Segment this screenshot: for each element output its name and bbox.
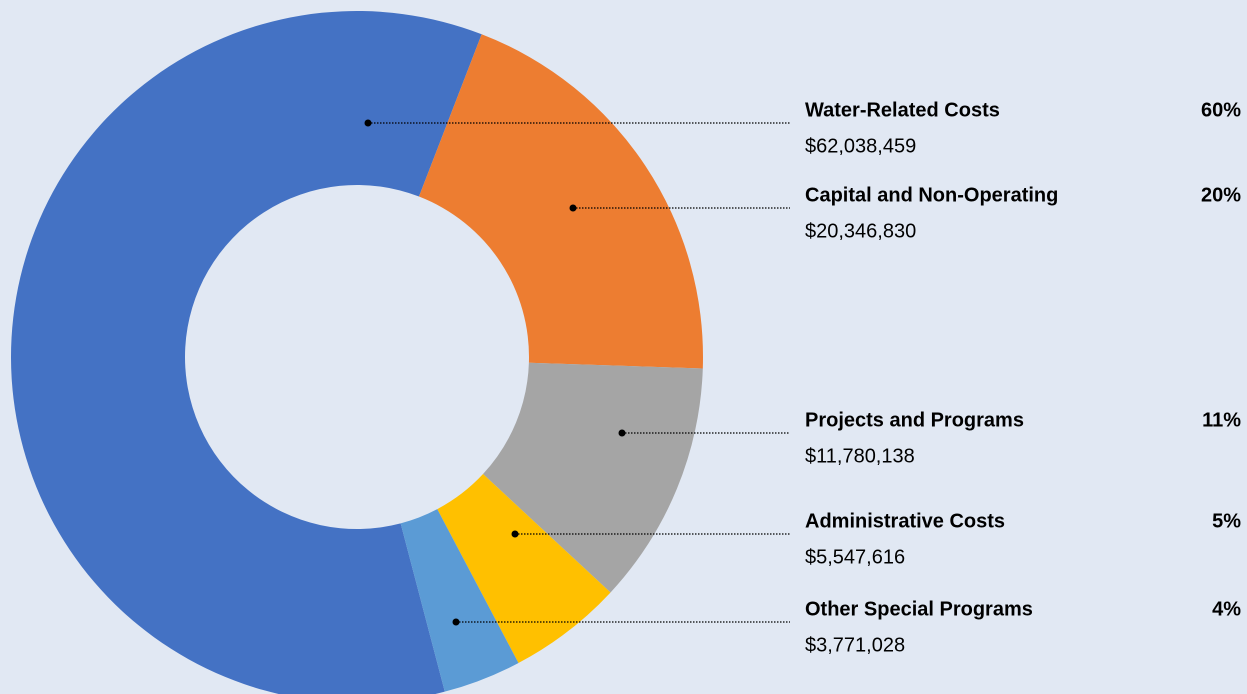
legend-label: Other Special Programs bbox=[805, 598, 1033, 620]
value-label: $20,346,830 bbox=[805, 220, 916, 242]
percent-label: 5% bbox=[1212, 510, 1241, 532]
leader-dot bbox=[364, 119, 372, 127]
value-label: $3,771,028 bbox=[805, 634, 905, 656]
value-label: $62,038,459 bbox=[805, 135, 916, 157]
donut-slice bbox=[418, 34, 703, 369]
legend-label: Capital and Non-Operating bbox=[805, 184, 1058, 206]
value-label: $11,780,138 bbox=[805, 445, 915, 467]
donut-slice bbox=[400, 509, 519, 692]
percent-label: 4% bbox=[1212, 598, 1241, 620]
leader-dot bbox=[511, 530, 519, 538]
value-label: $5,547,616 bbox=[805, 546, 905, 568]
leader-dot bbox=[618, 429, 626, 437]
legend-label: Water-Related Costs bbox=[805, 99, 1000, 121]
percent-label: 20% bbox=[1201, 184, 1241, 206]
donut-slice bbox=[483, 362, 703, 593]
legend-label: Administrative Costs bbox=[805, 510, 1005, 532]
donut-slice bbox=[437, 474, 611, 664]
leader-dot bbox=[569, 204, 577, 212]
legend-label: Projects and Programs bbox=[805, 409, 1024, 431]
percent-label: 11% bbox=[1202, 409, 1241, 431]
donut-slice bbox=[11, 11, 482, 694]
leader-dot bbox=[452, 618, 460, 626]
percent-label: 60% bbox=[1201, 99, 1241, 121]
